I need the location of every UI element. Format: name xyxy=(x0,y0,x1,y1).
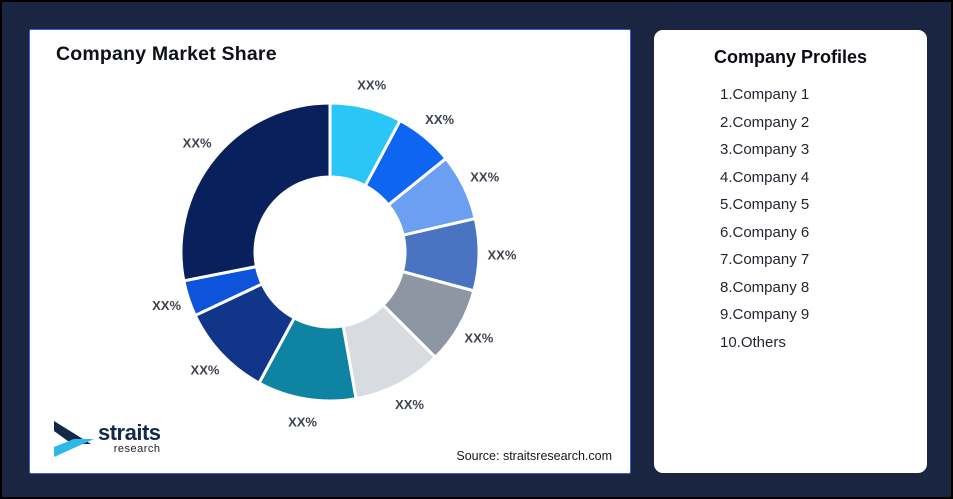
slice-percent-label: XX% xyxy=(470,169,499,184)
logo-name: straits xyxy=(98,420,161,445)
straits-research-logo: straits research xyxy=(50,419,161,459)
profile-list-item: 10.Others xyxy=(720,333,786,351)
market-share-donut-chart: XX% XX% XX% XX% XX% XX% XX% XX% XX% XX% xyxy=(152,78,517,430)
profiles-title: Company Profiles xyxy=(713,47,868,67)
straits-logo-icon xyxy=(54,421,94,457)
profile-list-item: 3.Company 3 xyxy=(720,141,810,158)
chart-title: Company Market Share xyxy=(56,43,277,65)
logo-subtitle: research xyxy=(113,443,161,455)
slice-percent-label: XX% xyxy=(288,414,317,429)
logo-text: straits research xyxy=(98,420,161,456)
slice-percent-label: XX% xyxy=(183,135,212,150)
profile-list-item: 5.Company 5 xyxy=(720,196,810,213)
donut-slice-others[interactable] xyxy=(179,101,332,283)
slice-percent-label: XX% xyxy=(357,78,386,93)
profile-list-item: 1.Company 1 xyxy=(720,86,810,103)
profile-list-item: 8.Company 8 xyxy=(720,278,810,296)
source-attribution: Source: straitsresearch.com xyxy=(456,449,612,463)
slice-percent-label: XX% xyxy=(488,248,517,263)
slice-percent-label: XX% xyxy=(425,112,454,127)
profile-list-item: 4.Company 4 xyxy=(720,168,810,186)
slice-percent-label: XX% xyxy=(152,298,181,313)
market-share-card: Company Market Share XX% XX% XX% XX% XX% XX% X… xyxy=(29,29,631,474)
company-profiles-list: 1.Company 1 2.Company 2 3.Company 3 4.Compa… xyxy=(654,86,927,352)
company-profiles-card: Company Profiles 1.Company 1 2.Company 2 3… xyxy=(654,30,927,473)
profile-list-item: 9.Company 9 xyxy=(720,306,810,323)
profile-list-item: 2.Company 2 xyxy=(720,113,810,131)
slice-percent-label: XX% xyxy=(464,331,493,346)
slice-percent-label: XX% xyxy=(191,363,220,378)
slice-percent-label: XX% xyxy=(395,397,424,412)
profile-list-item: 6.Company 6 xyxy=(720,223,810,241)
profile-list-item: 7.Company 7 xyxy=(720,251,810,268)
